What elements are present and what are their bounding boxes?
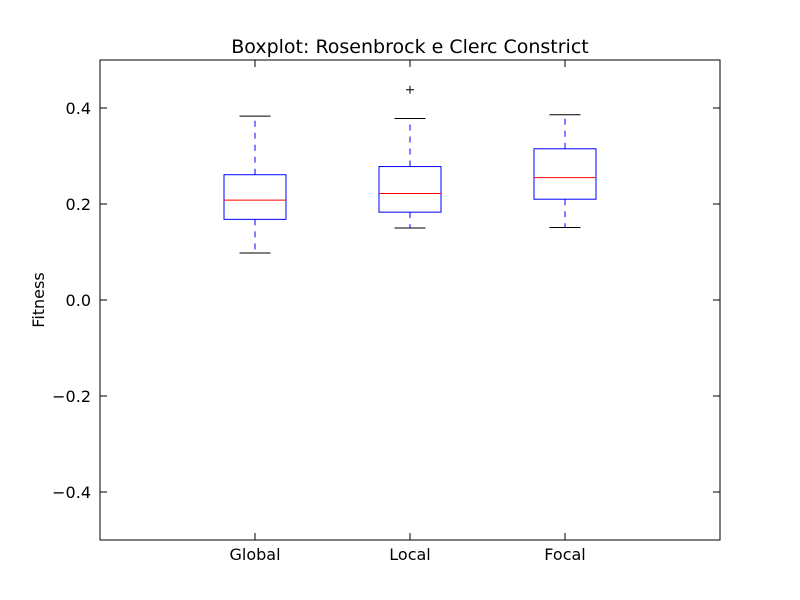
y-tick-label: 0.0 <box>66 291 91 310</box>
y-tick-label: −0.4 <box>52 483 91 502</box>
x-tick-label: Local <box>389 545 430 564</box>
x-tick-label: Global <box>229 545 280 564</box>
box-iqr <box>378 166 442 213</box>
plot-marks: 0.4 0.2 0.0 −0.2 −0.4 Global Local Focal <box>52 60 720 564</box>
plot-frame <box>99 59 721 541</box>
y-tick-label: 0.2 <box>66 195 91 214</box>
x-tick-label: Focal <box>544 545 585 564</box>
y-tick-label: 0.4 <box>66 99 91 118</box>
y-tick-label: −0.2 <box>52 387 91 406</box>
y-axis-label: Fitness <box>29 272 48 327</box>
box-iqr <box>223 174 287 220</box>
chart-title: Boxplot: Rosenbrock e Clerc Constrict <box>231 36 588 58</box>
box-iqr <box>533 148 597 200</box>
